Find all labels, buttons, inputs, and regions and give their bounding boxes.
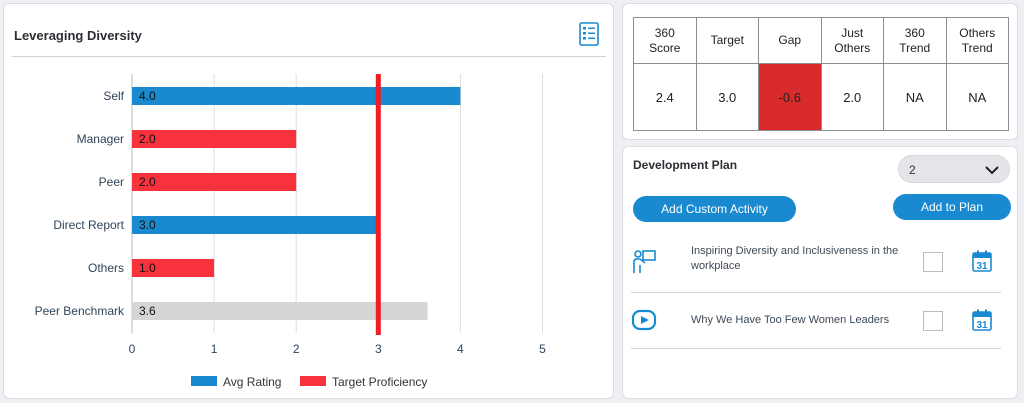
data-label: 2.0 xyxy=(139,132,156,146)
list-item: Inspiring Diversity and Inclusiveness in… xyxy=(631,235,1001,293)
tick-label: 1 xyxy=(211,342,218,356)
activity-checkbox[interactable] xyxy=(923,311,943,331)
value-360-trend: NA xyxy=(883,63,947,131)
header-target: Target xyxy=(695,17,759,64)
data-label: 2.0 xyxy=(139,175,156,189)
tick-label: 2 xyxy=(293,342,300,356)
header-gap: Gap xyxy=(758,17,822,64)
bar xyxy=(132,259,215,277)
target-proficiency-line xyxy=(375,74,381,335)
presenter-icon xyxy=(633,250,656,273)
activity-title[interactable]: Why We Have Too Few Women Leaders xyxy=(691,314,890,326)
report-list-icon[interactable] xyxy=(579,22,599,46)
score-header-row: 360 Score Target Gap Just Others 360 Trend … xyxy=(633,17,1009,64)
category-label: Self xyxy=(103,89,124,103)
value-others-trend: NA xyxy=(945,63,1009,131)
title-divider xyxy=(12,56,606,57)
value-target: 3.0 xyxy=(695,63,759,131)
chevron-down-icon xyxy=(985,166,999,175)
score-table: 360 Score Target Gap Just Others 360 Trend … xyxy=(633,17,1009,131)
legend-swatch xyxy=(300,376,326,386)
data-label: 1.0 xyxy=(139,261,156,275)
legend-label: Target Proficiency xyxy=(332,375,427,389)
header-360-score: 360 Score xyxy=(633,17,697,64)
activity-title[interactable]: Inspiring Diversity and Inclusiveness in… xyxy=(691,245,899,272)
add-to-plan-button[interactable]: Add to Plan xyxy=(893,194,1011,220)
category-label: Manager xyxy=(77,132,124,146)
header-just-others: Just Others xyxy=(820,17,884,64)
video-play-icon xyxy=(631,309,657,331)
bar xyxy=(132,87,461,105)
data-label: 3.6 xyxy=(139,304,156,318)
list-item: Why We Have Too Few Women Leaders 31 xyxy=(631,293,1001,349)
category-label: Peer xyxy=(99,175,124,189)
svg-text:31: 31 xyxy=(976,261,988,272)
legend-label: Avg Rating xyxy=(223,375,281,389)
tick-label: 4 xyxy=(457,342,464,356)
tick-label: 0 xyxy=(129,342,136,356)
chart-title: Leveraging Diversity xyxy=(14,28,142,43)
bar-chart: 0 1 2 3 4 5 Self 4.0 Manager 2.0 Peer 2.0 Direct Rep… xyxy=(35,74,546,389)
score-panel: 360 Score Target Gap Just Others 360 Trend … xyxy=(622,3,1018,140)
legend-swatch xyxy=(191,376,217,386)
bar xyxy=(132,130,297,148)
value-360-score: 2.4 xyxy=(633,63,697,131)
bar xyxy=(132,216,379,234)
value-just-others: 2.0 xyxy=(820,63,884,131)
plan-select[interactable]: 2 xyxy=(898,155,1010,183)
development-plan-panel: Development Plan 2 Add Custom Activity A… xyxy=(622,146,1018,399)
activity-checkbox[interactable] xyxy=(923,252,943,272)
header-360-trend: 360 Trend xyxy=(883,17,947,64)
calendar-icon[interactable]: 31 xyxy=(972,250,992,272)
data-label: 3.0 xyxy=(139,218,156,232)
category-label: Direct Report xyxy=(53,218,124,232)
chart-panel: Leveraging Diversity 0 1 2 3 4 5 Self 4.0 Manage… xyxy=(3,3,614,399)
bar xyxy=(132,173,297,191)
score-value-row: 2.4 3.0 -0.6 2.0 NA NA xyxy=(633,63,1009,131)
add-custom-activity-button[interactable]: Add Custom Activity xyxy=(633,196,796,222)
value-gap: -0.6 xyxy=(758,63,822,131)
svg-text:31: 31 xyxy=(976,320,988,331)
category-label: Others xyxy=(88,261,124,275)
header-others-trend: Others Trend xyxy=(945,17,1009,64)
bar xyxy=(132,302,428,320)
category-label: Peer Benchmark xyxy=(35,304,125,318)
plan-title: Development Plan xyxy=(633,158,738,172)
tick-label: 3 xyxy=(375,342,382,356)
data-label: 4.0 xyxy=(139,89,156,103)
tick-label: 5 xyxy=(539,342,546,356)
calendar-icon[interactable]: 31 xyxy=(972,309,992,331)
plan-select-value: 2 xyxy=(909,163,916,177)
